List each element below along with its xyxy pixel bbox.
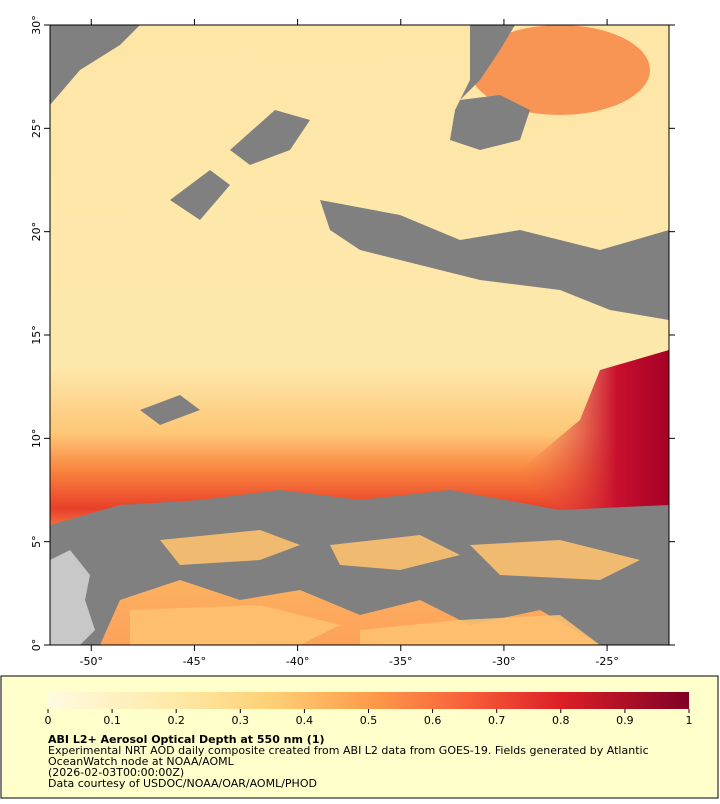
colorbar-tick-label: 0.4 xyxy=(296,714,314,727)
lat-tick-label: 5° xyxy=(30,535,43,548)
lat-tick-label: 30° xyxy=(30,15,43,35)
caption-line: Data courtesy of USDOC/NOAA/OAR/AOML/PHO… xyxy=(48,777,317,790)
lat-tick-label: 0° xyxy=(30,639,43,652)
lon-tick-label: -25° xyxy=(595,655,618,668)
lat-tick-label: 20° xyxy=(30,222,43,242)
lat-tick-label: 15° xyxy=(30,325,43,345)
caption-title: ABI L2+ Aerosol Optical Depth at 550 nm … xyxy=(48,733,325,746)
lon-tick-label: -35° xyxy=(389,655,412,668)
lon-tick-label: -30° xyxy=(492,655,515,668)
colorbar-tick-label: 0.8 xyxy=(552,714,570,727)
lon-tick-label: -45° xyxy=(183,655,206,668)
caption-line: Experimental NRT AOD daily composite cre… xyxy=(48,744,649,757)
colorbar-tick-label: 0 xyxy=(45,714,52,727)
lon-tick-label: -50° xyxy=(80,655,103,668)
colorbar-tick-label: 0.1 xyxy=(103,714,121,727)
colorbar-tick-label: 0.9 xyxy=(616,714,634,727)
colorbar-tick-label: 0.5 xyxy=(360,714,378,727)
aod-field xyxy=(50,25,669,645)
caption-line: OceanWatch node at NOAA/AOML xyxy=(48,755,235,768)
lon-tick-label: -40° xyxy=(286,655,309,668)
colorbar-tick-label: 0.3 xyxy=(232,714,250,727)
caption-line: (2026-02-03T00:00:00Z) xyxy=(48,766,184,779)
colorbar xyxy=(48,692,689,709)
colorbar-tick-label: 0.6 xyxy=(424,714,442,727)
colorbar-tick-label: 1 xyxy=(686,714,693,727)
colorbar-tick-label: 0.2 xyxy=(167,714,185,727)
lat-tick-label: 25° xyxy=(30,119,43,139)
lat-tick-label: 10° xyxy=(30,429,43,449)
colorbar-tick-label: 0.7 xyxy=(488,714,506,727)
